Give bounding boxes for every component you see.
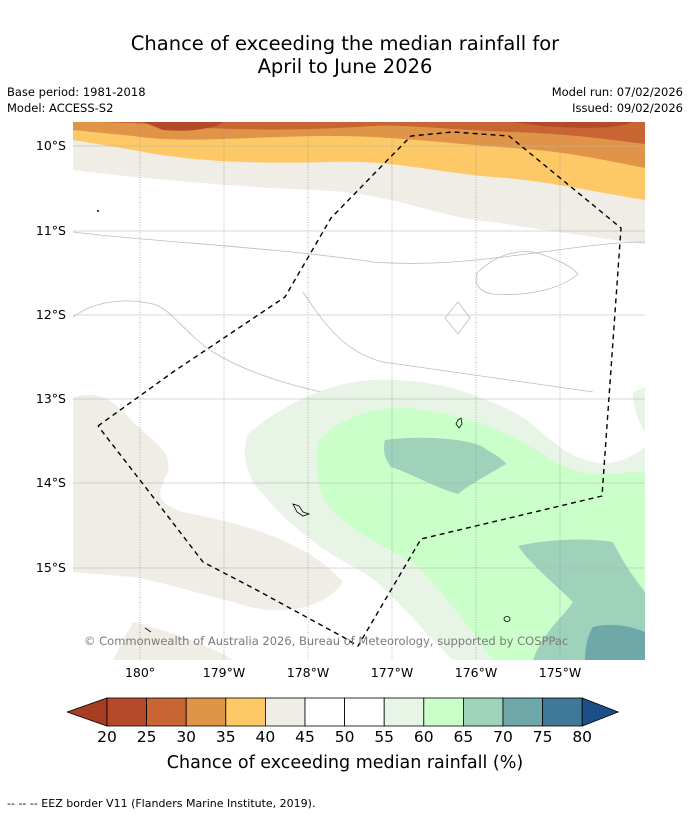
longitude-gridlines (139, 122, 561, 660)
lat-label-15s: 15°S (35, 560, 66, 575)
islands (96, 210, 511, 633)
colorbar-cell (423, 697, 464, 727)
band-65 (316, 407, 645, 660)
colorbar-tick-label: 50 (334, 728, 355, 746)
copyright-notice: © Commonwealth of Australia 2026, Bureau… (84, 634, 569, 648)
map-title-line2: April to June 2026 (257, 55, 433, 78)
colorbar-cell (264, 697, 306, 727)
band-30 (103, 122, 645, 144)
band-55-east (633, 387, 645, 432)
colorbar-tick-label: 20 (97, 728, 117, 746)
lat-label-10s: 10°S (35, 138, 66, 153)
colorbar-cell (185, 697, 227, 727)
colorbar-cell (462, 697, 504, 727)
colorbar-tick-label: 65 (453, 728, 474, 746)
colorbar-label: Chance of exceeding median rainfall (%) (166, 753, 524, 773)
band-35 (73, 122, 645, 168)
lon-label-175w: 175°W (538, 665, 582, 680)
eez-legend-note: -- -- -- EEZ border V11 (Flanders Marine… (7, 797, 316, 810)
lon-label-179w: 179°W (202, 665, 246, 680)
eez-border (97, 131, 622, 647)
colorbar-cell (106, 697, 147, 727)
colorbar-tick-label: 70 (493, 728, 513, 746)
colorbar-cell (383, 697, 425, 727)
colorbar-cell (502, 697, 543, 727)
lat-label-11s: 11°S (35, 223, 66, 238)
band-75 (585, 624, 645, 660)
colorbar-tick-label: 55 (374, 728, 395, 746)
colorbar-cell (542, 697, 583, 727)
colorbar-tick-label: 30 (176, 728, 197, 746)
base-period: Base period: 1981-2018 (7, 85, 146, 99)
colorbar-extend-low (67, 697, 108, 727)
band-25-west (143, 122, 223, 131)
colorbar-tick-label: 80 (572, 728, 593, 746)
colorbar-cell (225, 697, 266, 727)
colorbar-tick-label: 45 (295, 728, 315, 746)
band-70-north (383, 437, 506, 494)
rainfall-map (73, 122, 645, 660)
colorbar-cell (146, 697, 187, 727)
colorbar-tick-label: 25 (136, 728, 157, 746)
colorbar-tick-label: 40 (255, 728, 276, 746)
lat-label-12s: 12°S (35, 307, 66, 322)
model-name: Model: ACCESS-S2 (7, 101, 114, 115)
lat-label-13s: 13°S (35, 391, 66, 406)
lon-label-178w: 178°W (286, 665, 330, 680)
band-25-east (513, 122, 633, 128)
lat-label-14s: 14°S (35, 475, 66, 490)
model-run: Model run: 07/02/2026 (551, 85, 683, 99)
colorbar-tick-label: 75 (532, 728, 553, 746)
lon-label-177w: 177°W (370, 665, 414, 680)
latitude-gridlines (73, 145, 645, 569)
issued-date: Issued: 09/02/2026 (572, 101, 683, 115)
colorbar-extend-high (581, 697, 620, 727)
lon-label-180: 180° (124, 665, 156, 680)
colorbar-tick-label: 35 (215, 728, 236, 746)
colorbar (67, 697, 620, 727)
colorbar-cell (344, 697, 385, 727)
band-45-sw (73, 394, 343, 611)
colorbar-tick-label: 60 (413, 728, 434, 746)
map-title-line1: Chance of exceeding the median rainfall … (130, 32, 560, 55)
colorbar-cell (304, 697, 345, 727)
lon-label-176w: 176°W (454, 665, 498, 680)
band-45-sw2 (113, 622, 233, 660)
